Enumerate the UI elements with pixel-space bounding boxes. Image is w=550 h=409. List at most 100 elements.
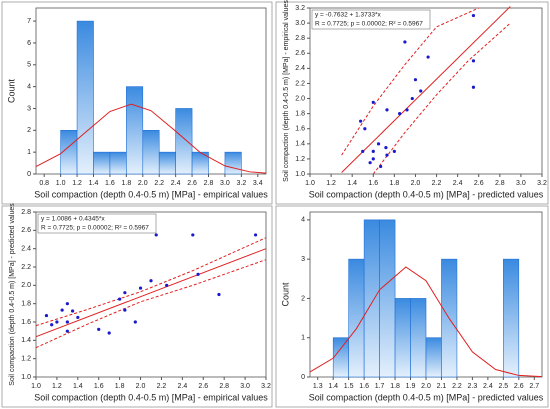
y-tick-label: 3.0 bbox=[295, 20, 305, 27]
x-tick-label: 1.6 bbox=[359, 383, 369, 390]
bar bbox=[224, 151, 242, 175]
bar bbox=[379, 219, 396, 378]
bar bbox=[363, 219, 380, 378]
regression-line bbox=[341, 6, 511, 173]
point bbox=[368, 161, 372, 165]
x-tick-label: 1.6 bbox=[105, 180, 115, 187]
y-tick-label: 1 bbox=[27, 149, 31, 156]
x-tick-label: 3.0 bbox=[516, 180, 526, 187]
y-tick-label: 1.6 bbox=[21, 319, 31, 326]
point bbox=[379, 164, 383, 169]
point bbox=[165, 283, 169, 287]
point bbox=[50, 323, 54, 327]
x-tick-label: 2.0 bbox=[411, 180, 421, 187]
y-tick-label: 3.2 bbox=[295, 5, 305, 12]
y-tick-label: 0 bbox=[301, 374, 305, 381]
bar bbox=[109, 151, 127, 175]
point bbox=[376, 142, 381, 146]
y-tick-label: 2.4 bbox=[21, 246, 31, 253]
x-tick-label: 1.4 bbox=[347, 180, 357, 187]
x-tick-label: 3.2 bbox=[537, 180, 547, 187]
regression-line bbox=[35, 248, 267, 338]
x-tick-label: 1.5 bbox=[344, 383, 354, 390]
point bbox=[392, 149, 396, 153]
point bbox=[359, 119, 363, 123]
y-tick-label: 5 bbox=[27, 62, 31, 69]
point bbox=[123, 308, 127, 312]
annotation-box bbox=[37, 213, 157, 234]
y-tick-label: 1.2 bbox=[295, 156, 305, 163]
x-tick-label: 2.2 bbox=[452, 383, 462, 390]
x-tick-label: 3.0 bbox=[240, 383, 250, 390]
point bbox=[191, 233, 195, 237]
normal-curve bbox=[309, 266, 543, 378]
point bbox=[410, 96, 414, 101]
point bbox=[413, 78, 418, 82]
point bbox=[123, 291, 127, 295]
x-tick-label: 1.0 bbox=[305, 180, 315, 187]
x-tick-label: 1.2 bbox=[326, 180, 336, 187]
bar bbox=[76, 20, 94, 175]
bar bbox=[503, 258, 520, 378]
point bbox=[65, 329, 69, 333]
x-tick-label: 3.0 bbox=[220, 180, 230, 187]
x-tick-label: 2.8 bbox=[204, 180, 214, 187]
y-axis-label: Soil compaction (depth 0.4-0.5 m) [MPa] … bbox=[9, 203, 16, 386]
x-tick-label: 2.0 bbox=[138, 180, 148, 187]
y-tick-label: 3 bbox=[301, 256, 305, 263]
x-tick-label: 1.4 bbox=[89, 180, 99, 187]
x-tick-label: 2.2 bbox=[432, 180, 442, 187]
y-tick-label: 2 bbox=[301, 295, 305, 302]
y-tick-label: 2.4 bbox=[295, 65, 305, 72]
y-tick-label: 1.0 bbox=[295, 171, 305, 178]
bar bbox=[93, 151, 111, 175]
point bbox=[371, 100, 375, 104]
y-tick-label: 6 bbox=[27, 40, 31, 47]
bar bbox=[332, 337, 349, 378]
point bbox=[361, 149, 365, 153]
point bbox=[65, 320, 69, 324]
point bbox=[70, 309, 75, 313]
y-tick-label: 3 bbox=[27, 105, 31, 112]
x-tick-label: 3.4 bbox=[253, 180, 263, 187]
y-tick-label: 1.2 bbox=[21, 356, 31, 363]
confidence-band-upper bbox=[35, 237, 267, 327]
bar bbox=[158, 151, 176, 175]
y-axis-label: Count bbox=[6, 79, 16, 104]
x-tick-label: 2.4 bbox=[177, 383, 187, 390]
annotation: R = 0.7725; p = 0.00002; R² = 0.5967 bbox=[41, 225, 149, 232]
x-tick-label: 1.3 bbox=[313, 383, 323, 390]
x-tick-label: 2.4 bbox=[453, 180, 463, 187]
x-tick-label: 3.2 bbox=[236, 180, 246, 187]
plot-area bbox=[35, 211, 267, 378]
point bbox=[426, 55, 430, 59]
confidence-band-lower bbox=[372, 22, 511, 175]
y-tick-label: 2.2 bbox=[295, 80, 305, 87]
annotation: R = 0.7725; p = 0.00002; R² = 0.5967 bbox=[315, 21, 423, 28]
point bbox=[97, 327, 101, 331]
x-tick-label: 2.6 bbox=[474, 180, 484, 187]
bar bbox=[394, 298, 411, 378]
x-tick-label: 1.4 bbox=[328, 383, 338, 390]
point bbox=[76, 315, 80, 320]
confidence-band-upper bbox=[341, 7, 479, 156]
annotation: y = -0.7632 + 1.3733*x bbox=[315, 12, 382, 19]
x-tick-label: 0.8 bbox=[39, 180, 49, 187]
y-axis-label: Count bbox=[280, 282, 290, 307]
x-tick-label: 2.6 bbox=[187, 180, 197, 187]
x-tick-label: 2.4 bbox=[483, 383, 493, 390]
y-tick-label: 2.8 bbox=[21, 209, 31, 216]
panel bbox=[1, 205, 273, 408]
point bbox=[133, 320, 137, 324]
y-tick-label: 1.6 bbox=[295, 126, 305, 133]
x-axis-label: Soil compaction (depth 0.4-0.5 m) [MPa] … bbox=[309, 189, 544, 199]
plot-area bbox=[309, 7, 543, 175]
x-tick-label: 1.8 bbox=[121, 180, 131, 187]
point bbox=[419, 89, 423, 93]
bar bbox=[348, 258, 365, 378]
point bbox=[55, 320, 59, 324]
y-tick-label: 7 bbox=[27, 18, 31, 25]
point bbox=[371, 149, 375, 153]
y-axis-label: Soil compaction (depth 0.4-0.5 m) [MPa] … bbox=[283, 0, 290, 182]
